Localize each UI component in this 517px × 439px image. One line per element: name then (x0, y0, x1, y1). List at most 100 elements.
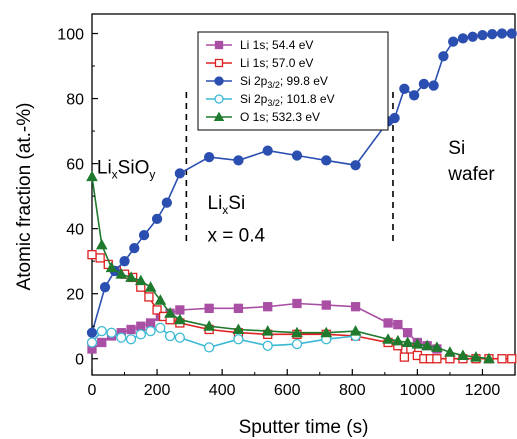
data-point (408, 90, 420, 101)
data-point (86, 170, 98, 182)
legend-label: Li 1s; 54.4 eV (240, 38, 313, 52)
data-point (321, 300, 331, 310)
legend-label-part: Li 1s; 57.0 eV (240, 56, 313, 70)
legend-label-part: ; 99.8 eV (280, 74, 328, 88)
data-point (214, 76, 224, 86)
data-point (161, 197, 172, 208)
data-point (126, 324, 136, 335)
data-point (261, 325, 274, 336)
data-point (174, 168, 186, 179)
data-point (262, 145, 273, 156)
data-point (401, 336, 414, 347)
data-point (320, 326, 333, 338)
region-label: Si (448, 138, 465, 159)
region-label: x = 0.4 (208, 226, 266, 247)
data-point (152, 305, 162, 315)
data-point (95, 238, 108, 250)
data-point (350, 302, 361, 312)
region-label: wafer (447, 164, 495, 185)
data-point (233, 303, 244, 313)
data-point (432, 354, 442, 364)
data-point (438, 51, 449, 62)
data-point (263, 302, 273, 312)
y-tick-label: 100 (57, 27, 84, 44)
region-label-part: Li (208, 193, 223, 214)
data-point (174, 332, 186, 343)
legend-entry: Li 1s; 54.4 eV (206, 38, 313, 52)
data-point (203, 320, 215, 331)
x-tick-label: 600 (274, 382, 301, 399)
legend-label-subscript: 3/2 (267, 80, 280, 90)
legend-label-part: O 1s; 532.3 eV (240, 110, 320, 124)
data-point (233, 334, 244, 345)
data-point (496, 28, 508, 39)
region-label-subscript: y (149, 167, 155, 181)
legend-label: Si 2p3/2; 101.8 eV (240, 92, 335, 108)
data-point (214, 58, 224, 68)
x-tick-label: 800 (339, 382, 366, 399)
y-tick-label: 0 (75, 352, 84, 369)
series-layer (86, 28, 517, 364)
series-4 (86, 170, 495, 364)
data-point (399, 83, 410, 94)
data-point (232, 323, 245, 334)
data-point (431, 341, 443, 352)
legend-entry: Si 2p3/2; 101.8 eV (206, 92, 335, 108)
data-point (262, 340, 273, 351)
data-point (383, 318, 393, 328)
region-label: LixSi (208, 193, 246, 217)
data-point (382, 333, 394, 344)
data-point (164, 307, 176, 318)
x-tick-label: 1000 (400, 382, 436, 399)
data-point (448, 36, 459, 47)
data-point (457, 349, 469, 360)
series-3 (86, 322, 361, 353)
data-point (214, 94, 224, 104)
data-point (291, 326, 303, 338)
data-point (106, 327, 117, 338)
data-point (457, 33, 469, 44)
y-tick-label: 40 (66, 222, 84, 239)
data-point (487, 29, 498, 40)
data-point (507, 354, 517, 364)
data-point (428, 80, 439, 91)
series-line (91, 302, 438, 350)
data-point (291, 150, 303, 161)
y-tick-label: 20 (66, 287, 84, 304)
data-point (95, 253, 105, 263)
data-point (213, 111, 225, 121)
region-label-part: SiO (118, 157, 150, 178)
data-point (134, 274, 147, 286)
data-point (349, 325, 362, 336)
data-point (115, 268, 128, 279)
data-point (418, 78, 430, 90)
data-point (99, 282, 111, 293)
data-point (497, 354, 507, 364)
data-point (203, 342, 215, 353)
legend-entry: Si 2p3/2; 99.8 eV (206, 74, 328, 90)
data-point (389, 112, 400, 124)
data-point (97, 337, 107, 348)
region-label-subscript: x (112, 167, 118, 181)
data-point (203, 151, 215, 163)
x-tick-label: 200 (144, 382, 171, 399)
x-tick-label: 0 (88, 382, 97, 399)
region-label-subscript: x (222, 203, 228, 217)
legend: Li 1s; 54.4 eV Li 1s; 57.0 eV Si 2p3/2; 99… (197, 31, 389, 131)
legend-label: O 1s; 532.3 eV (240, 110, 320, 124)
data-point (411, 338, 424, 349)
data-point (87, 250, 97, 260)
data-point (155, 322, 166, 333)
data-point (204, 303, 214, 313)
data-point (119, 256, 130, 267)
data-point (292, 298, 302, 309)
data-point (144, 292, 154, 302)
y-axis-title: Atomic fraction (at.-%) (14, 103, 35, 291)
y-tick-label: 80 (66, 92, 84, 109)
data-point (145, 325, 156, 337)
data-point (506, 28, 517, 39)
data-point (145, 318, 156, 328)
x-tick-label: 1200 (465, 382, 501, 399)
